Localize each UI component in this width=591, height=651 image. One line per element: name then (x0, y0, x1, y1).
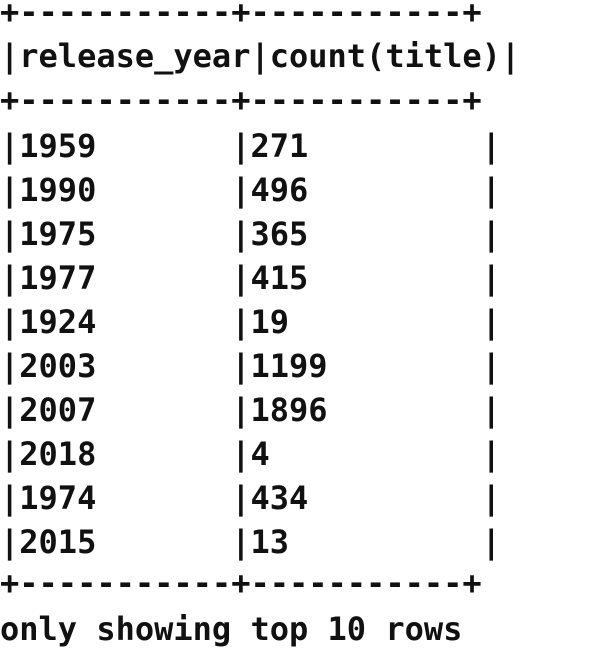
table-row: |1974 |434 | (0, 479, 501, 517)
count-cell: 1896 (250, 391, 328, 429)
count-cell: 1199 (250, 347, 328, 385)
table-row: |1975 |365 | (0, 215, 501, 253)
release-year-cell: 1924 (19, 303, 97, 341)
table-row: |1924 |19 | (0, 303, 501, 341)
table-row: |2018 |4 | (0, 435, 501, 473)
release-year-cell: 2015 (19, 523, 97, 561)
table-border-bottom: +-----------+-----------+ (0, 564, 482, 602)
count-cell: 13 (250, 523, 289, 561)
count-cell: 19 (250, 303, 289, 341)
column-header-release-year: release_year (19, 37, 251, 75)
release-year-cell: 1959 (19, 127, 97, 165)
release-year-cell: 1974 (19, 479, 97, 517)
release-year-cell: 2007 (19, 391, 97, 429)
count-cell: 4 (250, 435, 270, 473)
release-year-cell: 1975 (19, 215, 97, 253)
table-row: |1977 |415 | (0, 259, 501, 297)
table-row: |2003 |1199 | (0, 347, 501, 385)
count-cell: 415 (250, 259, 309, 297)
table-border-top: +-----------+-----------+ (0, 0, 482, 31)
table-row: |1959 |271 | (0, 127, 501, 165)
table-header-separator: +-----------+-----------+ (0, 81, 482, 119)
release-year-cell: 1990 (19, 171, 97, 209)
count-cell: 271 (250, 127, 309, 165)
count-cell: 434 (250, 479, 309, 517)
footer-message: only showing top 10 rows (0, 610, 463, 648)
count-cell: 496 (250, 171, 309, 209)
table-row: |2015 |13 | (0, 523, 501, 561)
release-year-cell: 2003 (19, 347, 97, 385)
count-cell: 365 (250, 215, 309, 253)
release-year-cell: 2018 (19, 435, 97, 473)
table-header-row: |release_year|count(title)| (0, 37, 521, 75)
table-row: |1990 |496 | (0, 171, 501, 209)
column-header-count-title: count(title) (269, 37, 501, 75)
table-row: |2007 |1896 | (0, 391, 501, 429)
release-year-cell: 1977 (19, 259, 97, 297)
